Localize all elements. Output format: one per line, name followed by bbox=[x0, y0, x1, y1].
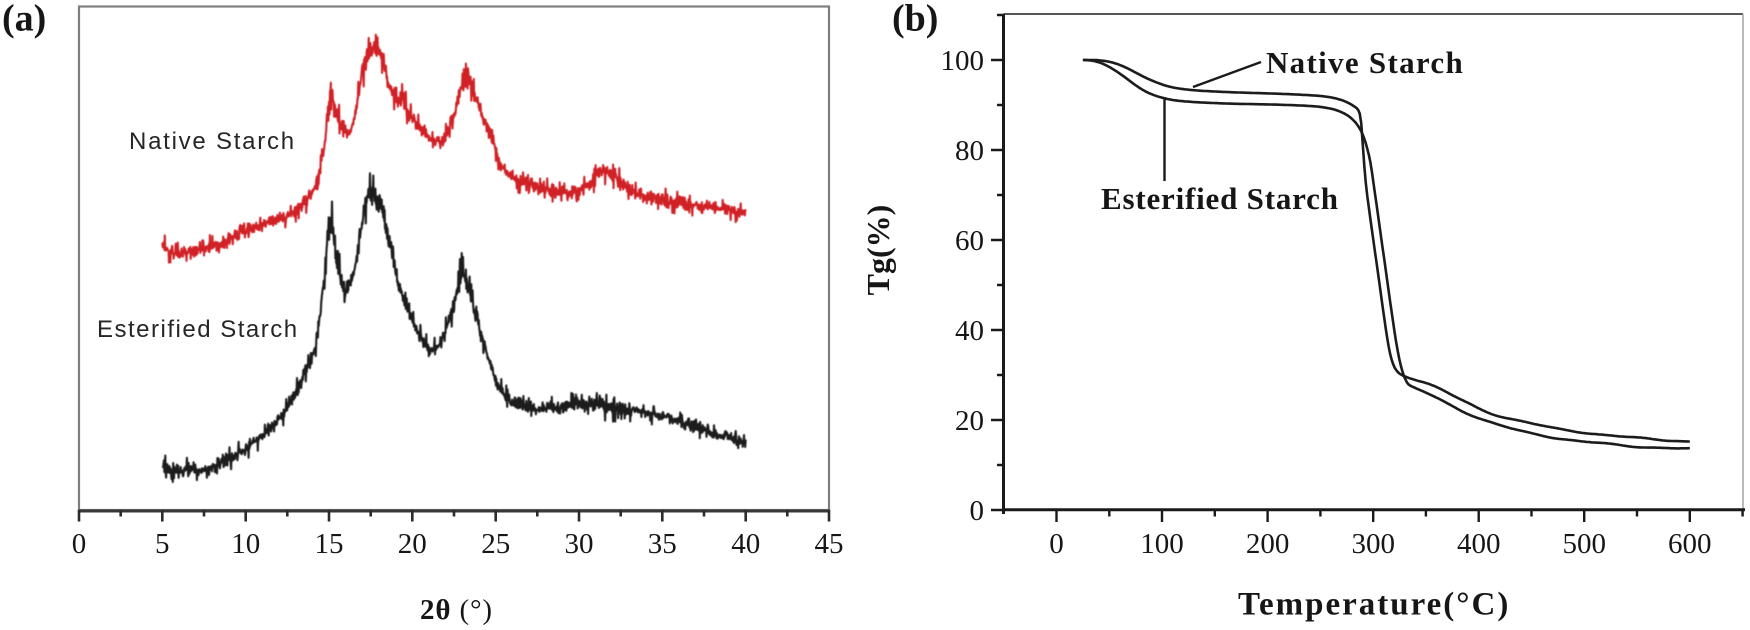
svg-text:10: 10 bbox=[231, 528, 260, 560]
svg-text:0: 0 bbox=[970, 495, 985, 527]
svg-text:20: 20 bbox=[398, 528, 427, 560]
svg-text:500: 500 bbox=[1562, 528, 1606, 560]
svg-text:Native Starch: Native Starch bbox=[1266, 45, 1464, 80]
svg-text:35: 35 bbox=[648, 528, 677, 560]
svg-text:2θ (°): 2θ (°) bbox=[420, 594, 493, 625]
svg-text:15: 15 bbox=[315, 528, 344, 560]
svg-text:100: 100 bbox=[941, 45, 985, 77]
svg-text:Esterified Starch: Esterified Starch bbox=[1101, 181, 1339, 216]
svg-text:(b): (b) bbox=[892, 0, 938, 40]
svg-text:Temperature(°C): Temperature(°C) bbox=[1238, 587, 1510, 623]
svg-text:(a): (a) bbox=[2, 0, 46, 40]
svg-text:200: 200 bbox=[1246, 528, 1290, 560]
svg-text:25: 25 bbox=[481, 528, 510, 560]
svg-text:300: 300 bbox=[1351, 528, 1395, 560]
svg-text:40: 40 bbox=[731, 528, 760, 560]
svg-text:5: 5 bbox=[155, 528, 170, 560]
svg-text:100: 100 bbox=[1140, 528, 1184, 560]
svg-text:40: 40 bbox=[955, 315, 984, 347]
svg-text:0: 0 bbox=[1049, 528, 1064, 560]
svg-text:Tg(%): Tg(%) bbox=[860, 205, 896, 296]
svg-text:30: 30 bbox=[565, 528, 594, 560]
svg-text:80: 80 bbox=[955, 135, 984, 167]
svg-text:45: 45 bbox=[815, 528, 844, 560]
svg-text:0: 0 bbox=[72, 528, 87, 560]
svg-text:400: 400 bbox=[1457, 528, 1501, 560]
svg-text:Esterified Starch: Esterified Starch bbox=[97, 316, 299, 343]
svg-text:600: 600 bbox=[1668, 528, 1712, 560]
svg-text:60: 60 bbox=[955, 225, 984, 257]
svg-text:20: 20 bbox=[955, 405, 984, 437]
svg-text:Native Starch: Native Starch bbox=[129, 128, 296, 155]
